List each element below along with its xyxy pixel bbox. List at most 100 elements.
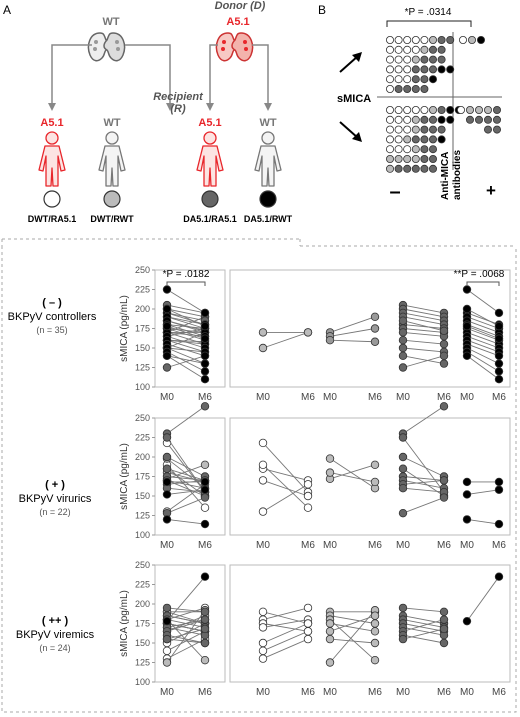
donor-a51-arrowheads <box>206 103 272 111</box>
point-m0 <box>398 508 408 518</box>
pair-line <box>402 355 445 368</box>
row-1-symbol: ( – ) <box>42 297 62 309</box>
group-1-label: DWT/RA5.1 <box>28 214 77 224</box>
point-m0 <box>162 321 172 331</box>
x-tick-label: M6 <box>368 687 382 698</box>
arrow-up-icon <box>339 52 362 73</box>
pair-line <box>466 576 500 622</box>
point-m6 <box>200 624 210 634</box>
point-m6 <box>303 627 313 636</box>
pair-line <box>466 351 500 372</box>
grouped-plot-frame <box>229 564 511 683</box>
point-m0 <box>398 343 408 353</box>
pair-line <box>166 619 206 632</box>
point-m6 <box>200 638 210 648</box>
point-m0 <box>258 328 268 337</box>
point-m6 <box>303 603 313 613</box>
b-dot-lower-left <box>420 154 429 163</box>
panel-b-letter: B <box>318 3 326 17</box>
pair-line <box>262 623 309 632</box>
pair-line <box>466 489 500 495</box>
point-m6 <box>370 312 380 321</box>
b-dot-lower-left <box>385 154 394 163</box>
point-m6 <box>439 339 449 349</box>
y-tick-label: 125 <box>135 363 150 373</box>
b-dot-lower-right <box>483 106 492 115</box>
point-m6 <box>370 337 380 346</box>
x-tick-label: M0 <box>256 392 270 403</box>
row-label-virurics: ( + ) BKPyV virurics (n = 22) <box>19 479 92 517</box>
b-dot-upper-left <box>385 45 394 54</box>
point-m6 <box>200 321 210 331</box>
b-dot-upper-left <box>394 36 403 45</box>
point-m0 <box>462 477 472 487</box>
pair-line <box>329 339 376 343</box>
point-m0 <box>462 490 472 499</box>
x-tick-label: M0 <box>256 687 270 698</box>
point-m6 <box>200 485 210 494</box>
point-m6 <box>370 627 380 636</box>
pair-line <box>402 619 445 628</box>
pair-line <box>166 320 206 333</box>
pair-line <box>262 630 309 652</box>
point-m6 <box>200 460 210 469</box>
donor-wt-label: WT <box>102 16 119 28</box>
b-dot-lower-right <box>492 106 501 115</box>
group-2-pair <box>325 460 380 484</box>
point-m0 <box>325 454 335 463</box>
point-m0 <box>462 616 472 626</box>
panel-a-letter: A <box>3 3 11 17</box>
pair-line <box>466 347 500 365</box>
point-m6 <box>303 480 313 489</box>
group-1-pair <box>258 460 313 512</box>
pair-line <box>402 634 445 644</box>
point-m6 <box>370 655 380 665</box>
group-4-label: DA5.1/RWT <box>244 214 293 224</box>
b-dot-upper-left <box>385 75 394 84</box>
pair-line <box>466 331 500 345</box>
point-m0 <box>325 619 335 628</box>
b-dot-upper-right <box>467 36 476 45</box>
pair-line <box>402 405 445 434</box>
b-dot-lower-left <box>403 145 412 154</box>
pair-line <box>166 497 206 514</box>
b-dot-upper-left <box>403 36 412 45</box>
human-body <box>254 145 282 187</box>
x-tick-label: M0 <box>396 687 410 698</box>
b-dot-upper-left <box>420 55 429 64</box>
point-m0 <box>398 452 408 462</box>
point-m6 <box>303 328 313 337</box>
pair-line <box>402 328 445 333</box>
point-m6 <box>439 624 449 634</box>
point-m6 <box>303 619 313 628</box>
b-dot-lower-left <box>420 164 429 173</box>
x-tick-label: M6 <box>437 392 451 403</box>
pair-line <box>466 320 500 333</box>
pooled-pair <box>162 351 210 384</box>
pair-line <box>329 458 376 489</box>
group-4-pair <box>462 304 504 331</box>
lower-frame <box>1 246 517 713</box>
pair-line <box>402 339 445 345</box>
pair-line <box>166 437 206 493</box>
x-tick-label: M6 <box>437 687 451 698</box>
b-dot-lower-left <box>437 115 446 124</box>
x-tick-label: M0 <box>460 392 474 403</box>
point-m0 <box>325 468 335 477</box>
pair-line <box>466 335 500 349</box>
point-m6 <box>370 611 380 620</box>
pair-line <box>402 324 445 329</box>
point-m0 <box>162 304 172 314</box>
pair-line <box>466 312 500 326</box>
point-m6 <box>303 503 313 512</box>
pair-line <box>166 607 206 621</box>
b-dot-upper-left <box>437 36 446 45</box>
group-1-pair <box>258 634 313 663</box>
group-2-circle-icon <box>103 190 121 208</box>
y-axis-label: sMICA (pg/mL) <box>119 295 130 362</box>
y-tick-label: 225 <box>135 285 150 295</box>
x-tick-label: M6 <box>492 540 506 551</box>
x-tick-label: M6 <box>198 392 212 403</box>
pair-line <box>402 619 445 632</box>
pair-line <box>166 619 206 628</box>
